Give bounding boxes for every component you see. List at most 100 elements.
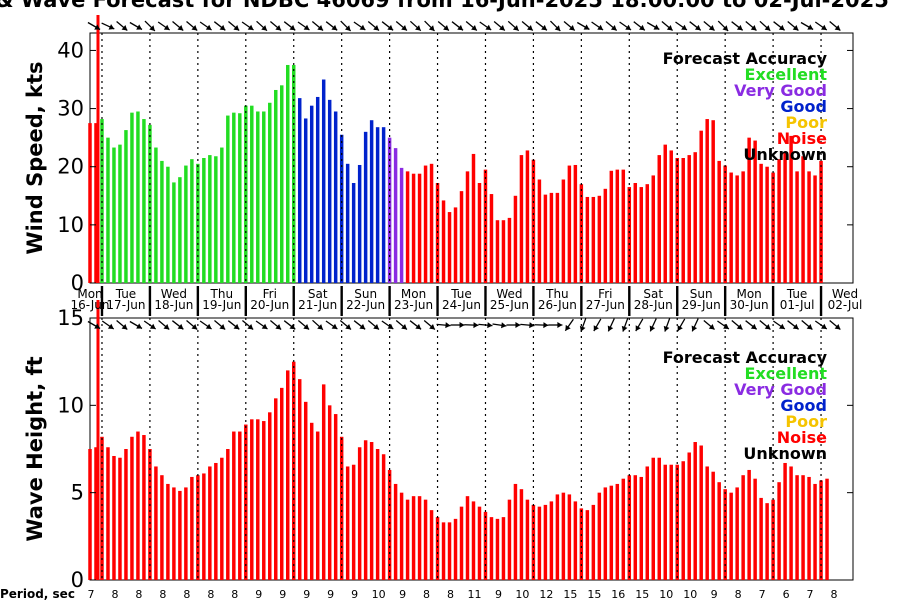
data-bar <box>441 522 446 580</box>
data-bar <box>459 506 464 580</box>
data-bar <box>573 501 578 580</box>
data-bar <box>525 499 530 580</box>
data-bar <box>256 111 260 283</box>
day-of-week-label: Sun <box>690 287 713 301</box>
direction-arrowhead <box>621 325 628 332</box>
data-bar <box>399 167 404 283</box>
data-bar <box>381 127 386 284</box>
data-bar <box>531 504 536 580</box>
direction-arrowhead <box>501 322 507 329</box>
data-bar <box>495 518 500 580</box>
direction-arrowhead <box>387 24 394 31</box>
data-bar <box>297 98 302 284</box>
legend-item: Unknown <box>743 444 827 463</box>
data-bar <box>825 478 829 580</box>
data-bar <box>483 511 488 580</box>
data-bar <box>256 419 260 580</box>
direction-arrowhead <box>149 323 156 330</box>
data-bar <box>160 160 164 283</box>
data-bar <box>747 137 751 283</box>
data-bar <box>711 471 715 580</box>
data-bar <box>453 207 458 283</box>
data-bar <box>615 169 620 283</box>
data-bar <box>309 422 314 580</box>
data-bar <box>244 424 248 580</box>
date-label: 24-Jun <box>442 298 481 312</box>
day-of-week-label: Fri <box>598 287 612 301</box>
period-value: 8 <box>207 588 214 600</box>
data-bar <box>699 445 703 580</box>
data-bar <box>465 496 470 580</box>
data-bar <box>130 436 134 580</box>
date-label: 02-Jul <box>828 298 863 312</box>
data-bar <box>441 200 446 283</box>
data-bar <box>381 454 386 580</box>
data-bar <box>375 449 380 580</box>
data-bar <box>657 457 661 580</box>
legend-item: Excellent <box>745 364 828 383</box>
data-bar <box>765 166 769 283</box>
direction-arrowhead <box>163 24 170 31</box>
data-bar <box>321 384 326 580</box>
data-bar <box>429 163 434 283</box>
data-bar <box>405 171 410 283</box>
data-bar <box>771 172 775 283</box>
data-bar <box>88 449 92 580</box>
direction-arrowhead <box>723 323 729 330</box>
day-separator <box>771 286 775 316</box>
direction-arrowhead <box>261 25 267 31</box>
data-bar <box>711 120 715 283</box>
data-bar <box>735 175 739 283</box>
data-bar <box>489 517 494 580</box>
direction-arrowhead <box>649 325 656 332</box>
day-separator <box>532 286 535 316</box>
data-bar <box>399 492 404 580</box>
direction-arrowhead <box>275 24 282 31</box>
direction-arrowhead <box>750 323 757 330</box>
data-bar <box>280 85 284 283</box>
date-label: 29-Jun <box>682 298 721 312</box>
direction-arrowhead <box>557 322 563 328</box>
data-bar <box>609 170 614 283</box>
data-bar <box>124 449 128 580</box>
data-bar <box>118 144 122 283</box>
direction-arrowhead <box>708 24 715 31</box>
data-bar <box>645 466 650 580</box>
direction-arrowhead <box>331 24 338 31</box>
direction-arrowhead <box>666 24 673 31</box>
data-bar <box>687 155 691 283</box>
day-separator <box>388 286 391 316</box>
data-bar <box>291 64 296 283</box>
day-separator <box>723 286 727 316</box>
direction-arrowhead <box>792 24 799 31</box>
period-value: 8 <box>111 588 118 600</box>
date-label: 26-Jun <box>538 298 577 312</box>
day-of-week-label: Wed <box>832 287 858 301</box>
day-separator <box>676 286 679 316</box>
direction-arrowhead <box>583 24 590 30</box>
direction-arrowhead <box>233 323 240 330</box>
data-bar <box>190 159 194 283</box>
data-bar <box>423 499 428 580</box>
period-value: 10 <box>683 588 697 600</box>
period-value: 7 <box>807 588 814 600</box>
data-bar <box>327 405 332 580</box>
data-bar <box>549 501 554 580</box>
direction-arrowhead <box>820 323 827 330</box>
data-bar <box>262 421 266 580</box>
data-bar <box>789 466 793 580</box>
direction-arrowhead <box>779 323 785 330</box>
data-bar <box>351 464 356 580</box>
direction-arrowhead <box>736 24 743 31</box>
data-bar <box>268 102 272 283</box>
data-bar <box>543 194 548 283</box>
data-bar <box>705 466 709 580</box>
data-bar <box>136 431 140 580</box>
direction-arrowhead <box>568 24 575 31</box>
data-bar <box>411 173 416 283</box>
data-bar <box>651 175 655 283</box>
data-bar <box>357 164 362 283</box>
direction-arrowhead <box>694 24 701 31</box>
period-value: 8 <box>447 588 454 600</box>
